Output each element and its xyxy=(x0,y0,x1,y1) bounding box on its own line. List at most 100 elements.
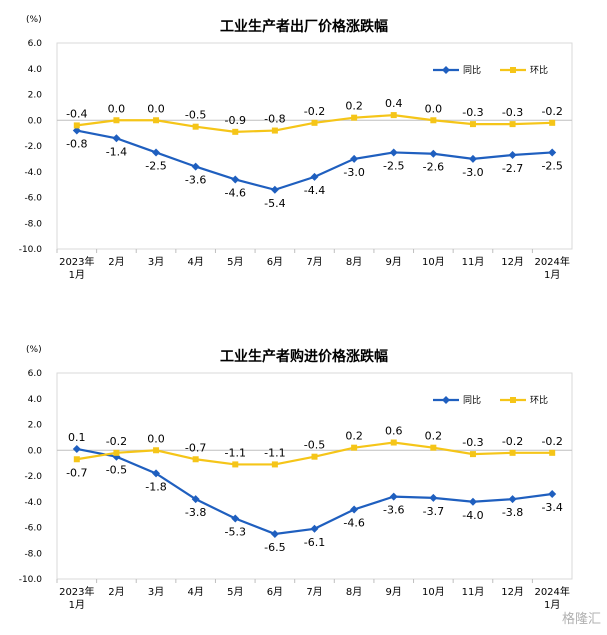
x-tick-label: 10月 xyxy=(422,256,445,268)
data-point-yoy xyxy=(112,134,121,143)
x-tick-label: 11月 xyxy=(462,256,485,268)
data-label-yoy: -1.4 xyxy=(106,145,127,158)
data-label-yoy: 0.1 xyxy=(68,431,86,444)
data-label-yoy: -4.6 xyxy=(225,186,246,199)
data-label-yoy: -2.5 xyxy=(541,159,562,172)
data-label-yoy: -3.8 xyxy=(502,506,523,519)
legend-label: 同比 xyxy=(463,394,481,406)
legend-marker-mom xyxy=(510,67,516,73)
x-tick-label: 8月 xyxy=(346,586,362,598)
legend-marker-mom xyxy=(510,397,516,403)
data-label-mom: -0.5 xyxy=(185,109,206,122)
data-point-yoy xyxy=(72,126,81,135)
data-point-mom xyxy=(430,117,437,124)
y-tick-label: -8.0 xyxy=(24,219,42,229)
y-tick-label: -10.0 xyxy=(19,245,43,255)
data-point-mom xyxy=(549,449,556,456)
x-tick-label: 4月 xyxy=(187,586,203,598)
x-tick-label: 10月 xyxy=(422,586,445,598)
x-tick-label: 2023年 xyxy=(59,255,94,268)
data-label-yoy: -0.5 xyxy=(106,464,127,477)
x-tick-label: 12月 xyxy=(501,256,524,268)
data-label-yoy: -3.7 xyxy=(423,505,444,518)
data-point-mom xyxy=(232,128,239,135)
data-point-yoy xyxy=(389,492,398,501)
data-point-yoy xyxy=(191,495,200,504)
data-point-mom xyxy=(113,449,120,456)
chart-ppi-purchase: 工业生产者购进价格涨跌幅 (%) 6.0 4.0 2.0 0.0 -2.0 -4.0 -6.0 -… xyxy=(0,330,607,631)
x-tick-label: 5月 xyxy=(227,256,243,268)
data-label-yoy: -5.4 xyxy=(264,197,285,210)
data-point-yoy xyxy=(310,524,319,533)
data-point-mom xyxy=(311,119,318,126)
y-tick-label: 4.0 xyxy=(28,395,43,405)
data-label-mom: 0.0 xyxy=(425,102,443,115)
data-point-mom xyxy=(469,121,476,128)
data-point-yoy xyxy=(191,162,200,171)
data-label-mom: -0.5 xyxy=(304,439,325,452)
data-point-yoy xyxy=(468,497,477,506)
data-label-mom: -0.2 xyxy=(304,105,325,118)
x-tick-label: 2024年 xyxy=(534,585,569,598)
y-tick-label: -2.0 xyxy=(24,472,42,482)
legend-marker-yoy xyxy=(442,66,450,74)
legend-label: 环比 xyxy=(530,394,548,406)
data-label-yoy: -4.6 xyxy=(343,516,364,529)
data-point-yoy xyxy=(231,175,240,184)
data-label-mom: -0.3 xyxy=(462,106,483,119)
y-tick-label: 6.0 xyxy=(28,369,43,379)
data-point-mom xyxy=(232,461,239,468)
data-label-yoy: -2.6 xyxy=(423,161,444,174)
x-tick-label: 4月 xyxy=(187,256,203,268)
y-tick-label: -4.0 xyxy=(24,168,42,178)
data-label-yoy: -0.8 xyxy=(66,138,87,151)
data-point-mom xyxy=(509,121,516,128)
data-point-yoy xyxy=(508,151,517,160)
data-label-mom: 0.6 xyxy=(385,425,403,438)
data-point-mom xyxy=(153,447,160,454)
data-point-yoy xyxy=(231,514,240,523)
data-point-mom xyxy=(311,453,318,460)
data-point-yoy xyxy=(468,154,477,163)
chart-ppi-output: 工业生产者出厂价格涨跌幅 (%) 6.0 4.0 2.0 0.0 -2.0 -4.0 -6.0 -… xyxy=(0,0,607,300)
y-unit-label: (%) xyxy=(26,345,42,355)
data-label-mom: 0.2 xyxy=(425,430,443,443)
data-label-mom: -0.3 xyxy=(462,436,483,449)
data-point-mom xyxy=(351,114,358,121)
data-point-mom xyxy=(113,117,120,124)
data-point-mom xyxy=(73,122,80,129)
data-point-mom xyxy=(430,444,437,451)
x-tick-label: 1月 xyxy=(69,599,85,611)
data-label-mom: -0.7 xyxy=(185,441,206,454)
plot-area-border xyxy=(56,372,573,580)
y-tick-label: 2.0 xyxy=(28,421,43,431)
data-label-mom: -1.1 xyxy=(264,446,285,459)
data-point-mom xyxy=(509,449,516,456)
y-tick-label: -6.0 xyxy=(24,194,42,204)
data-point-yoy xyxy=(389,148,398,157)
data-point-mom xyxy=(390,112,397,119)
data-label-yoy: -5.3 xyxy=(225,525,246,538)
data-point-yoy xyxy=(508,495,517,504)
y-tick-label: 4.0 xyxy=(28,65,43,75)
data-label-mom: 0.0 xyxy=(147,102,165,115)
data-label-yoy: -3.0 xyxy=(343,166,364,179)
x-tick-label: 1月 xyxy=(544,599,560,611)
data-label-yoy: -6.1 xyxy=(304,536,325,549)
y-tick-label: -8.0 xyxy=(24,549,42,559)
data-label-mom: -0.3 xyxy=(502,106,523,119)
data-label-yoy: -3.8 xyxy=(185,506,206,519)
data-point-yoy xyxy=(152,148,161,157)
data-label-mom: 0.4 xyxy=(385,97,403,110)
x-tick-label: 12月 xyxy=(501,586,524,598)
y-tick-label: -2.0 xyxy=(24,142,42,152)
data-label-mom: -0.2 xyxy=(106,435,127,448)
data-point-yoy xyxy=(310,172,319,181)
data-point-yoy xyxy=(152,469,161,478)
x-tick-label: 2023年 xyxy=(59,585,94,598)
x-tick-label: 1月 xyxy=(544,269,560,281)
data-point-yoy xyxy=(548,490,557,499)
data-label-mom: -0.7 xyxy=(66,466,87,479)
data-label-mom: -0.2 xyxy=(502,435,523,448)
data-point-yoy xyxy=(548,148,557,157)
